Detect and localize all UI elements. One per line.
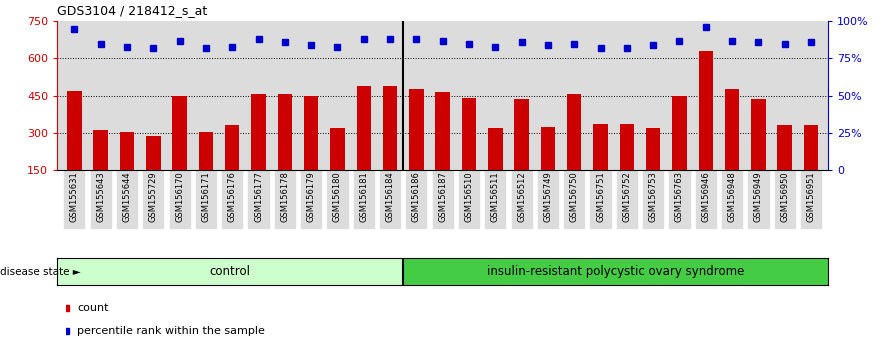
Bar: [199, 131, 213, 207]
Bar: [173, 96, 187, 207]
Bar: [225, 125, 240, 207]
Bar: [672, 96, 686, 207]
Bar: [567, 95, 581, 207]
Bar: [699, 51, 713, 207]
Text: disease state ►: disease state ►: [0, 267, 81, 277]
Bar: [120, 131, 134, 207]
Bar: [278, 95, 292, 207]
Bar: [462, 98, 477, 207]
Text: control: control: [210, 265, 250, 278]
Bar: [803, 125, 818, 207]
Bar: [403, 258, 828, 285]
Bar: [330, 128, 344, 207]
Bar: [619, 124, 634, 207]
Text: insulin-resistant polycystic ovary syndrome: insulin-resistant polycystic ovary syndr…: [487, 265, 744, 278]
Bar: [593, 124, 608, 207]
Bar: [541, 126, 555, 207]
Bar: [435, 92, 450, 207]
Bar: [751, 99, 766, 207]
Bar: [383, 86, 397, 207]
Bar: [357, 86, 371, 207]
Text: count: count: [78, 303, 108, 313]
Bar: [515, 99, 529, 207]
Bar: [57, 258, 403, 285]
Bar: [725, 89, 739, 207]
Bar: [67, 91, 82, 207]
Bar: [488, 128, 502, 207]
Bar: [409, 89, 424, 207]
Bar: [93, 130, 107, 207]
Bar: [304, 96, 318, 207]
Bar: [646, 128, 661, 207]
Bar: [146, 136, 160, 207]
Bar: [778, 125, 792, 207]
Bar: [251, 95, 266, 207]
Text: percentile rank within the sample: percentile rank within the sample: [78, 326, 265, 336]
Text: GDS3104 / 218412_s_at: GDS3104 / 218412_s_at: [57, 4, 208, 17]
